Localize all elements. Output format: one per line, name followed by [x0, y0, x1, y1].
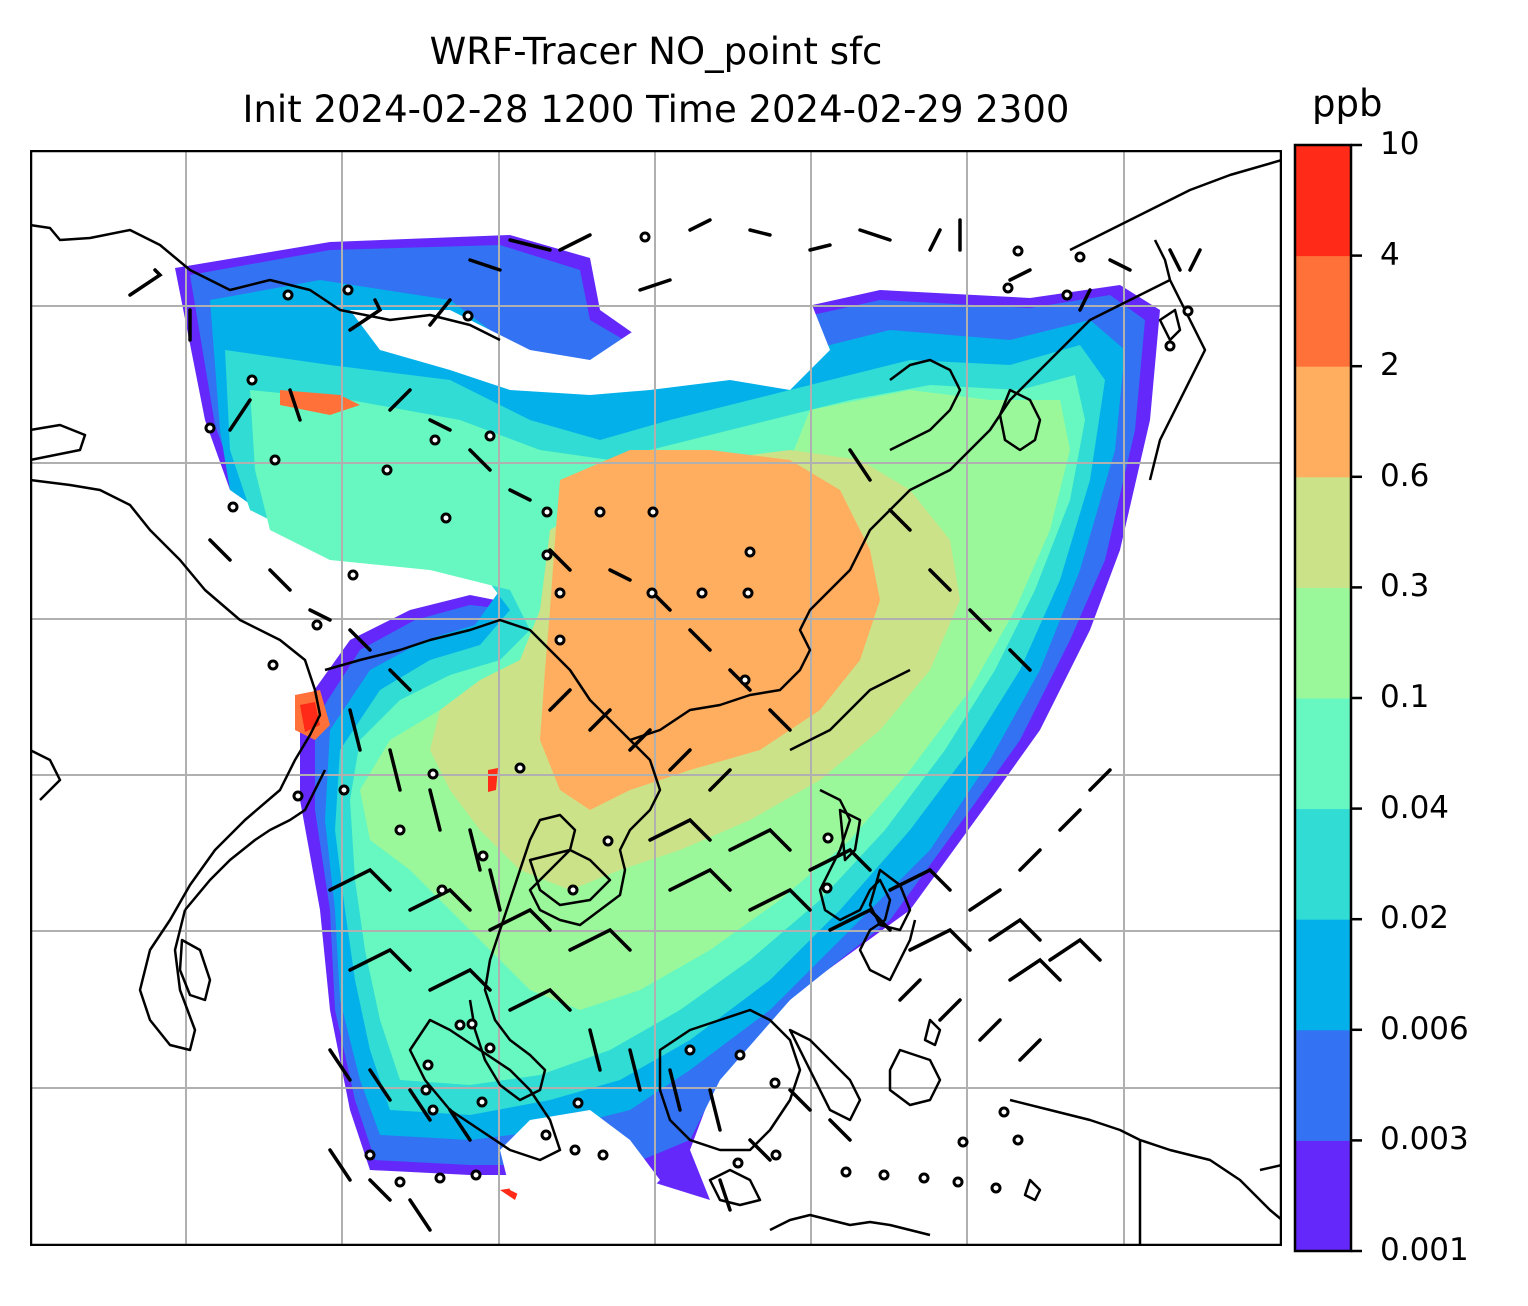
colorbar-band [1295, 587, 1351, 699]
colorbar-band [1295, 255, 1351, 367]
map-title-line2: Init 2024-02-28 1200 Time 2024-02-29 230… [242, 88, 1070, 131]
map-title-line1: WRF-Tracer NO_point sfc [429, 30, 883, 73]
colorbar-band [1295, 698, 1351, 810]
tracer-field [175, 235, 1160, 1210]
colorbar-unit-label: ppb [1312, 82, 1383, 125]
colorbar-band [1295, 919, 1351, 1031]
colorbar-tick-label: 0.3 [1380, 568, 1430, 605]
colorbar-tick-label: 0.04 [1380, 789, 1450, 826]
field-level-7 [540, 450, 880, 810]
colorbar-bands [1295, 145, 1351, 1252]
colorbar-band [1295, 145, 1351, 257]
colorbar-band [1295, 1140, 1351, 1252]
colorbar-ticks [1351, 143, 1362, 1253]
field-gap-bay [500, 1110, 660, 1210]
colorbar-band [1295, 808, 1351, 920]
tracer-map [30, 150, 1282, 1246]
colorbar-tick-label: 4 [1380, 236, 1400, 273]
colorbar-tick-label: 10 [1380, 126, 1420, 162]
map-gridlines [30, 150, 1282, 1246]
colorbar-tick-label: 0.6 [1380, 457, 1430, 494]
colorbar-tick-label: 0.003 [1380, 1121, 1469, 1158]
colorbar-tick-label: 0.02 [1380, 900, 1450, 937]
colorbar-band [1295, 1029, 1351, 1141]
colorbar [1293, 143, 1362, 1253]
colorbar-tick-label: 0.001 [1380, 1232, 1469, 1268]
colorbar-band [1295, 476, 1351, 588]
colorbar-tick-label: 2 [1380, 347, 1400, 384]
colorbar-tick-label: 0.006 [1380, 1010, 1469, 1047]
wind-barbs [128, 218, 1202, 1232]
colorbar-tick-label: 0.1 [1380, 679, 1430, 715]
calm-markers [204, 231, 1194, 1194]
colorbar-band [1295, 366, 1351, 478]
